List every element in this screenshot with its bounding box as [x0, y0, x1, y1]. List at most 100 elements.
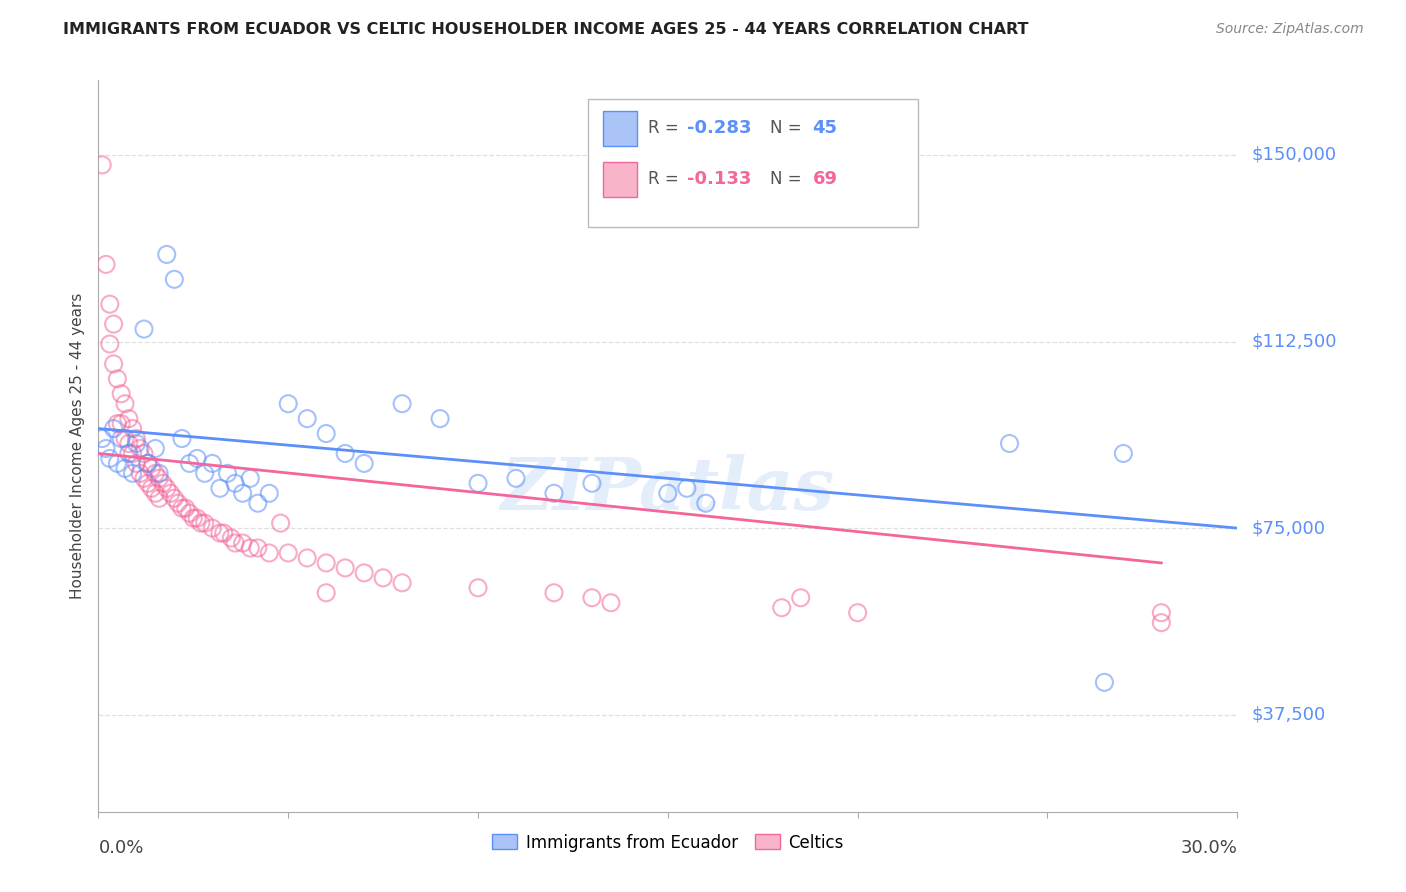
Point [391, 397, 413, 411]
Point [98, 451, 121, 466]
Point [121, 446, 143, 460]
Point [208, 481, 231, 495]
Point [145, 442, 167, 456]
Point [107, 417, 129, 431]
Point [114, 461, 136, 475]
Point [98, 297, 121, 311]
Point [103, 421, 125, 435]
Point [224, 476, 246, 491]
Point [232, 536, 254, 550]
Point [190, 516, 212, 530]
Point [125, 432, 148, 446]
Text: R =: R = [648, 170, 685, 188]
Point [114, 397, 136, 411]
Text: N =: N = [770, 170, 807, 188]
Point [156, 481, 179, 495]
Text: IMMIGRANTS FROM ECUADOR VS CELTIC HOUSEHOLDER INCOME AGES 25 - 44 YEARS CORRELAT: IMMIGRANTS FROM ECUADOR VS CELTIC HOUSEH… [63, 22, 1029, 37]
Point [152, 476, 174, 491]
Point [125, 457, 148, 471]
Point [91, 432, 114, 446]
Point [141, 481, 163, 495]
Point [657, 486, 679, 500]
Point [232, 486, 254, 500]
Point [543, 486, 565, 500]
Point [194, 467, 217, 481]
Point [118, 446, 141, 460]
Point [221, 531, 243, 545]
Point [297, 551, 319, 566]
Point [148, 467, 170, 481]
Point [121, 467, 143, 481]
Point [695, 496, 717, 510]
Point [429, 411, 451, 425]
Text: -0.283: -0.283 [688, 119, 752, 136]
Point [259, 546, 281, 560]
Point [600, 596, 623, 610]
Point [581, 591, 603, 605]
Point [179, 457, 201, 471]
Point [467, 476, 489, 491]
Point [110, 417, 132, 431]
Text: -0.133: -0.133 [688, 170, 752, 188]
Point [846, 606, 869, 620]
Point [1150, 615, 1173, 630]
Point [581, 476, 603, 491]
Point [194, 516, 217, 530]
Point [246, 541, 269, 555]
Text: N =: N = [770, 119, 807, 136]
Text: R =: R = [648, 119, 685, 136]
Point [163, 491, 186, 506]
Point [239, 471, 262, 485]
Point [201, 521, 224, 535]
FancyBboxPatch shape [588, 98, 918, 227]
Point [315, 426, 337, 441]
Point [277, 546, 299, 560]
Text: 0.0%: 0.0% [98, 839, 143, 857]
Point [170, 432, 193, 446]
Point [208, 526, 231, 541]
Point [186, 511, 208, 525]
Text: Source: ZipAtlas.com: Source: ZipAtlas.com [1216, 22, 1364, 37]
Point [315, 556, 337, 570]
Bar [603, 111, 637, 146]
Point [132, 446, 155, 460]
Point [239, 541, 262, 555]
Point [129, 467, 152, 481]
Point [156, 247, 179, 261]
Point [136, 457, 159, 471]
Point [145, 467, 167, 481]
Text: 30.0%: 30.0% [1181, 839, 1237, 857]
Text: 45: 45 [813, 119, 838, 136]
Point [371, 571, 394, 585]
Point [224, 536, 246, 550]
Text: $150,000: $150,000 [1251, 146, 1336, 164]
Y-axis label: Householder Income Ages 25 - 44 years: Householder Income Ages 25 - 44 years [70, 293, 86, 599]
Point [125, 436, 148, 450]
Text: $112,500: $112,500 [1251, 333, 1337, 351]
Point [159, 486, 181, 500]
Point [118, 411, 141, 425]
Point [167, 496, 190, 510]
Point [246, 496, 269, 510]
Point [201, 457, 224, 471]
Point [148, 491, 170, 506]
Point [790, 591, 813, 605]
Point [136, 476, 159, 491]
Point [335, 561, 357, 575]
Point [335, 446, 357, 460]
Point [297, 411, 319, 425]
Point [770, 600, 793, 615]
Point [145, 486, 167, 500]
Point [141, 461, 163, 475]
Text: $75,000: $75,000 [1251, 519, 1326, 537]
Text: 69: 69 [813, 170, 838, 188]
Point [132, 322, 155, 336]
Point [186, 451, 208, 466]
Point [136, 457, 159, 471]
Point [270, 516, 292, 530]
Point [505, 471, 527, 485]
Point [998, 436, 1021, 450]
Point [129, 442, 152, 456]
Point [353, 566, 375, 580]
Point [1112, 446, 1135, 460]
